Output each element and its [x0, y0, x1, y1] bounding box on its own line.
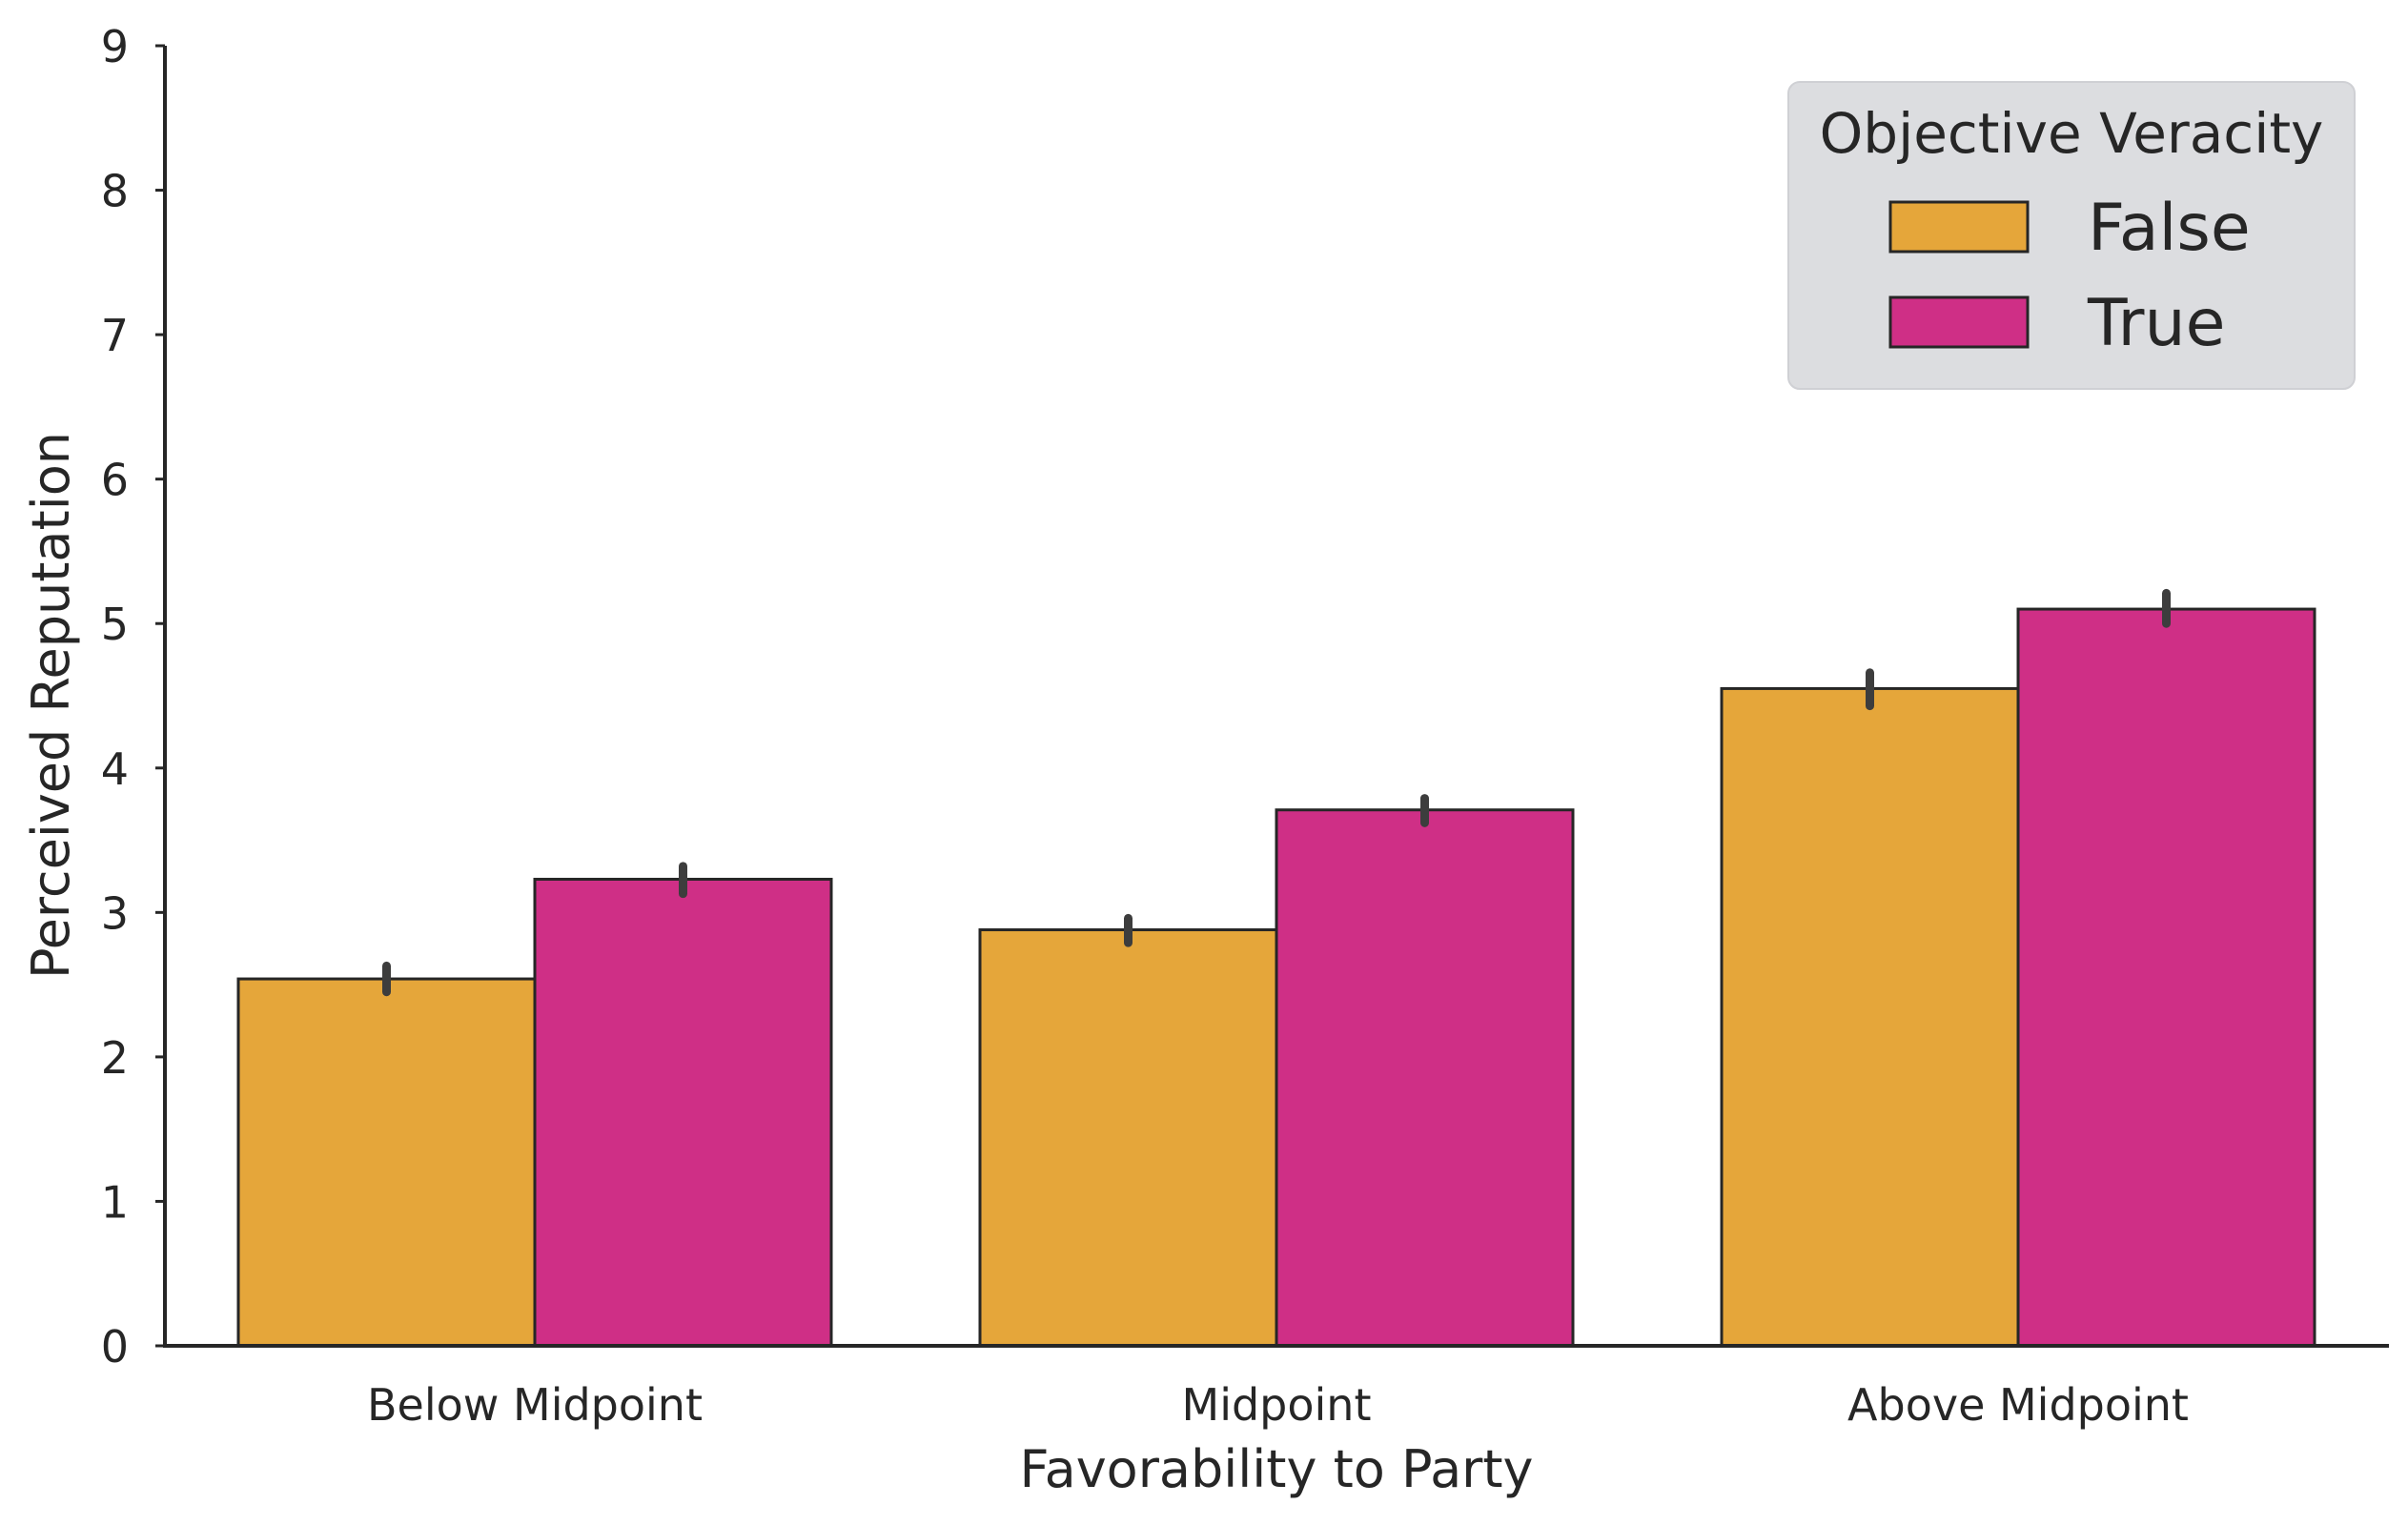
bar-true-1 — [1275, 808, 1575, 1348]
y-tick-label-3: 3 — [101, 887, 129, 939]
x-tick-label-1: Midpoint — [1182, 1379, 1372, 1431]
legend: Objective Veracity False True — [1787, 81, 2356, 390]
legend-label-true: True — [2087, 286, 2225, 361]
legend-label-false: False — [2088, 191, 2251, 266]
bar-false-0 — [236, 977, 537, 1348]
y-tick-label-6: 6 — [101, 455, 129, 506]
legend-swatch-true — [1888, 295, 2030, 349]
x-tick-label-0: Below Midpoint — [367, 1379, 703, 1431]
y-tick-label-1: 1 — [101, 1176, 129, 1228]
x-axis-label: Favorability to Party — [1020, 1439, 1534, 1499]
bar-true-2 — [2016, 607, 2316, 1348]
bars-layer — [236, 607, 2316, 1348]
y-tick-label-9: 9 — [101, 21, 129, 72]
y-tick-label-8: 8 — [101, 166, 129, 217]
y-tick-label-4: 4 — [101, 743, 129, 795]
legend-swatch-false — [1888, 200, 2030, 254]
error-bars-layer — [382, 588, 2171, 997]
x-tick-label-2: Above Midpoint — [1847, 1379, 2189, 1431]
y-tick-label-5: 5 — [101, 599, 129, 650]
y-tick-labels: 0 1 2 3 4 5 6 7 8 9 — [101, 21, 165, 1372]
bar-true-0 — [533, 877, 833, 1348]
legend-title: Objective Veracity — [1820, 101, 2324, 166]
y-axis-label: Perceived Reputation — [21, 432, 81, 979]
x-tick-labels: Below Midpoint Midpoint Above Midpoint — [367, 1379, 2189, 1431]
bar-false-2 — [1720, 686, 2020, 1348]
y-tick-label-2: 2 — [101, 1032, 129, 1084]
bar-false-1 — [978, 928, 1278, 1348]
y-tick-label-7: 7 — [101, 310, 129, 361]
y-tick-label-0: 0 — [101, 1321, 129, 1372]
